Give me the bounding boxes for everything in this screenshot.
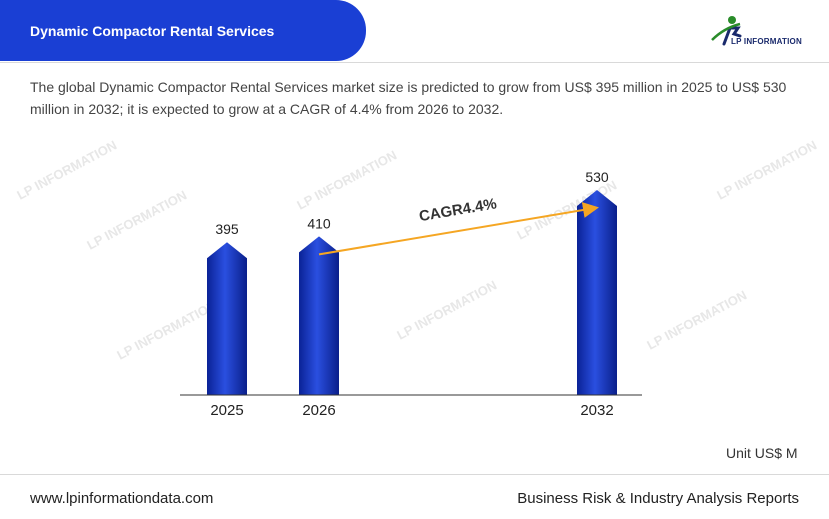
lp-information-logo <box>711 16 742 46</box>
watermark-text: LP INFORMATION <box>114 297 219 362</box>
logo-text: LP INFORMATION <box>731 37 802 46</box>
footer-website: www.lpinformationdata.com <box>30 490 214 507</box>
tick-label-2026: 2026 <box>302 402 335 419</box>
footer-tagline: Business Risk & Industry Analysis Report… <box>517 490 799 507</box>
cagr-arrow <box>318 202 599 256</box>
unit-label: Unit US$ M <box>726 445 798 461</box>
market-description: The global Dynamic Compactor Rental Serv… <box>30 79 787 117</box>
logo-figure-icon <box>722 26 742 46</box>
value-label-2025: 395 <box>215 221 239 237</box>
bar-2032 <box>577 190 617 395</box>
watermark-text: LP INFORMATION <box>714 140 819 203</box>
watermark-text: LP INFORMATION <box>294 147 399 212</box>
watermark-text: LP INFORMATION <box>84 187 189 252</box>
watermark-text: LP INFORMATION <box>644 287 749 352</box>
bar-2026 <box>299 236 339 395</box>
bars-layer <box>207 190 617 395</box>
value-label-2026: 410 <box>307 215 331 231</box>
cagr-annotation: CAGR4.4% <box>418 195 498 225</box>
logo-dot-icon <box>728 16 736 24</box>
tick-label-2025: 2025 <box>210 402 243 419</box>
page-title: Dynamic Compactor Rental Services <box>30 23 275 39</box>
title-banner: Dynamic Compactor Rental Services <box>0 0 366 61</box>
footer-divider <box>0 474 829 475</box>
watermark-text: LP INFORMATION <box>394 277 499 342</box>
logo-swoosh-icon <box>711 22 741 41</box>
bar-2025 <box>207 242 247 395</box>
value-label-2032: 530 <box>585 169 609 185</box>
watermark-text: LP INFORMATION <box>14 140 119 203</box>
labels-layer: 395 2025 410 2026 530 2032 <box>210 169 613 419</box>
tick-label-2032: 2032 <box>580 402 613 419</box>
